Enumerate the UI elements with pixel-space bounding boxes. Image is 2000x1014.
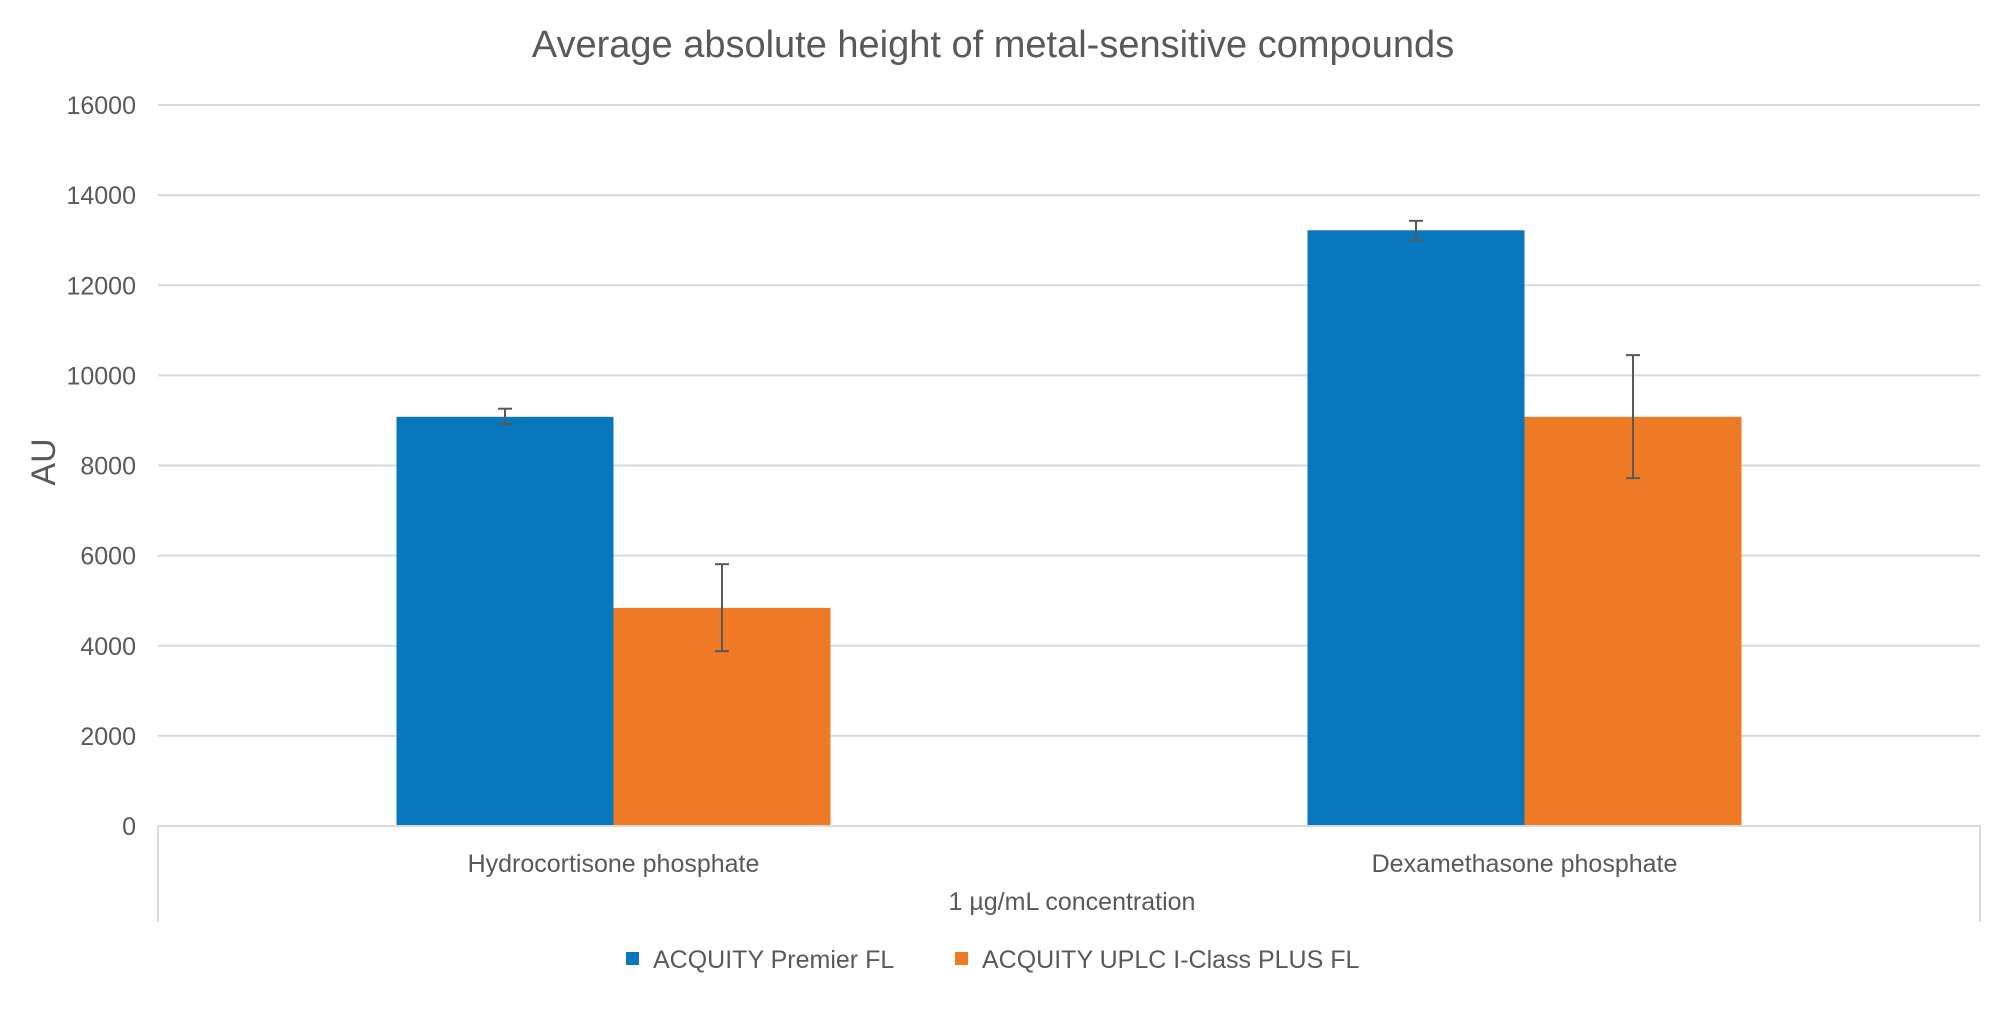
chart-title: Average absolute height of metal-sensiti… [532, 24, 1454, 66]
bar [1307, 230, 1525, 826]
legend: ACQUITY Premier FL ACQUITY UPLC I-Class P… [626, 946, 1360, 974]
bar [1524, 416, 1742, 826]
y-tick-label: 12000 [66, 272, 136, 300]
error-bars [498, 219, 1640, 653]
legend-swatch [626, 952, 639, 965]
category-label: Hydrocortisone phosphate [468, 850, 760, 878]
y-tick-label: 16000 [66, 92, 136, 120]
legend-swatch [955, 952, 968, 965]
axis-frame [157, 825, 1981, 922]
y-tick-label: 2000 [80, 723, 136, 751]
bar [396, 416, 614, 826]
y-tick-label: 6000 [80, 543, 136, 571]
x-axis-label: 1 µg/mL concentration [949, 888, 1196, 916]
category-label: Dexamethasone phosphate [1372, 850, 1678, 878]
y-tick-label: 10000 [66, 362, 136, 390]
y-tick-label: 8000 [80, 453, 136, 481]
x-category-labels: Hydrocortisone phosphate Dexamethasone ph… [468, 850, 1678, 878]
y-tick-label: 0 [122, 813, 136, 841]
y-tick-labels: 0 2000 4000 6000 8000 10000 12000 14000 16000 [66, 92, 136, 841]
y-tick-label: 14000 [66, 182, 136, 210]
legend-label: ACQUITY UPLC I-Class PLUS FL [982, 946, 1360, 974]
legend-label: ACQUITY Premier FL [653, 946, 894, 974]
y-axis-label: AU [25, 438, 63, 485]
bars [396, 230, 1742, 826]
y-tick-label: 4000 [80, 633, 136, 661]
